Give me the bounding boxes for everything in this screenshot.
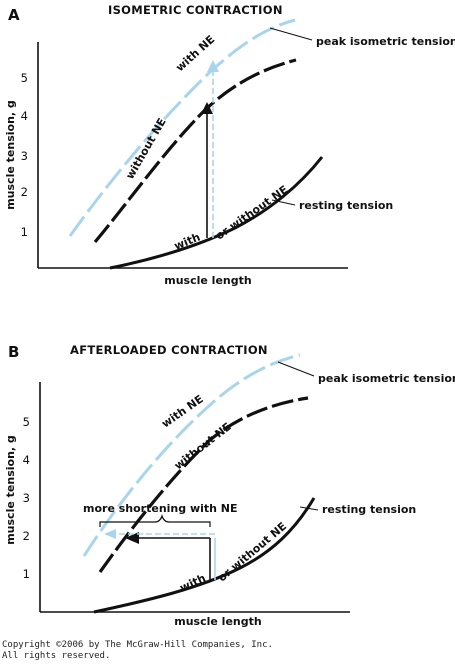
panel-a-resting-tension-curve xyxy=(109,156,324,270)
panel-a-or-without-label: or without NE xyxy=(213,183,290,242)
panel-a-x-axis-label: muscle length xyxy=(164,274,251,287)
panel-a-tick-5: 5 xyxy=(21,71,28,85)
panel-a-with-ne-curve xyxy=(68,18,296,237)
panel-b-peak-leader xyxy=(277,361,315,377)
panel-b-letter: B xyxy=(8,343,19,361)
panel-b-with-ne-curve xyxy=(82,353,301,557)
panel-b-with-label: with xyxy=(178,572,208,595)
panel-b-resting-tension-curve xyxy=(93,497,316,614)
panel-a-letter: A xyxy=(8,6,20,24)
panel-b-tick-4: 4 xyxy=(23,453,30,467)
panel-b-without-ne-curve xyxy=(98,396,309,573)
copyright-notice: Copyright ©2006 by The McGraw-Hill Compa… xyxy=(2,640,273,662)
panel-a-tick-2: 2 xyxy=(21,185,28,199)
panel-a-tick-3: 3 xyxy=(21,149,28,163)
panel-a-tick-1: 1 xyxy=(21,225,28,239)
panel-b-without-ne-shortening-arrowhead xyxy=(125,532,139,544)
panel-b-without-ne-label: without NE xyxy=(172,420,234,472)
panel-a-peak-leader xyxy=(269,27,313,41)
panel-b-tick-3: 3 xyxy=(23,491,30,505)
panel-b-y-axis-label: muscle tension, g xyxy=(4,435,17,545)
panel-b-x-axis-label: muscle length xyxy=(174,615,261,628)
copyright-line-1: Copyright ©2006 by The McGraw-Hill Compa… xyxy=(2,640,273,650)
panel-a-with-label: with xyxy=(172,231,202,253)
panel-b-tick-2: 2 xyxy=(23,529,30,543)
panel-a-resting-label: resting tension xyxy=(299,199,393,212)
panel-b-tick-1: 1 xyxy=(23,567,30,581)
panel-b-with-ne-shortening-arrowhead xyxy=(104,529,116,539)
panel-a-tick-4: 4 xyxy=(21,109,28,123)
copyright-line-2: All rights reserved. xyxy=(2,651,111,661)
panel-a-y-axis-label: muscle tension, g xyxy=(4,100,17,210)
panel-b-with-ne-label: with NE xyxy=(159,393,205,431)
panel-b-or-without-label: or without NE xyxy=(216,520,289,585)
panel-a-peak-label: peak isometric tension xyxy=(316,35,455,48)
panel-a-without-ne-curve xyxy=(93,58,297,244)
panel-a-with-ne-arrowhead xyxy=(207,60,219,72)
panel-b-shortening-bracket xyxy=(99,514,211,527)
panel-b: B AFTERLOADED CONTRACTION muscle tension… xyxy=(4,343,455,628)
panel-b-tick-5: 5 xyxy=(23,415,30,429)
panel-a-without-ne-label: without NE xyxy=(123,116,168,182)
panel-a-resting-leader xyxy=(271,199,296,206)
panel-b-peak-label: peak isometric tension xyxy=(318,372,455,385)
panel-a-without-ne-arrowhead xyxy=(201,102,213,114)
panel-b-more-shortening-label: more shortening with NE xyxy=(83,502,238,515)
panel-b-resting-label: resting tension xyxy=(322,503,416,516)
panel-a-title: ISOMETRIC CONTRACTION xyxy=(108,3,283,17)
panel-b-resting-leader xyxy=(299,506,319,511)
panel-a: A ISOMETRIC CONTRACTION muscle tension, … xyxy=(4,3,455,287)
panel-b-title: AFTERLOADED CONTRACTION xyxy=(70,343,268,357)
